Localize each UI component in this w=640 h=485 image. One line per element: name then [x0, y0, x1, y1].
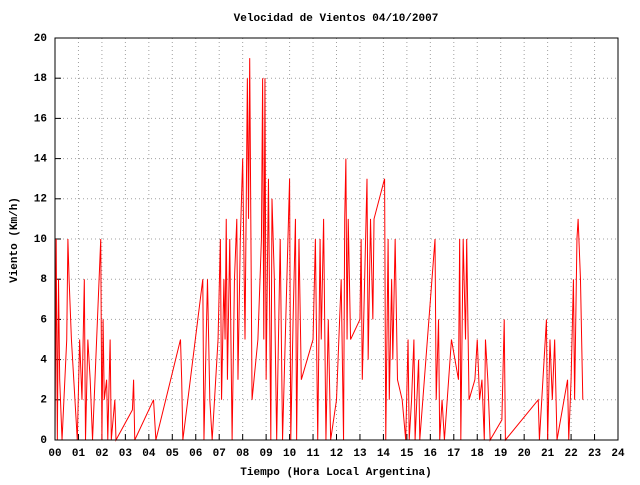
- y-tick-label: 12: [34, 194, 47, 206]
- x-tick-label: 18: [471, 448, 485, 460]
- y-tick-label: 6: [40, 314, 47, 326]
- y-axis-label: Viento (Km/h): [9, 197, 21, 283]
- x-tick-label: 00: [48, 448, 61, 460]
- plot-border: [54, 37, 619, 441]
- x-tick-label: 22: [564, 448, 577, 460]
- x-tick-label: 13: [353, 448, 367, 460]
- y-tick-label: 14: [34, 154, 48, 166]
- x-tick-label: 16: [424, 448, 437, 460]
- x-tick-label: 14: [377, 448, 391, 460]
- x-tick-label: 04: [142, 448, 156, 460]
- chart-title: Velocidad de Vientos 04/10/2007: [234, 13, 439, 25]
- x-tick-label: 03: [119, 448, 133, 460]
- x-tick-label: 19: [494, 448, 507, 460]
- y-tick-label: 8: [40, 274, 47, 286]
- x-tick-label: 08: [236, 448, 250, 460]
- x-tick-label: 06: [189, 448, 202, 460]
- x-tick-label: 05: [166, 448, 180, 460]
- x-tick-label: 21: [541, 448, 555, 460]
- y-tick-label: 4: [40, 355, 47, 367]
- x-tick-label: 01: [72, 448, 86, 460]
- y-tick-label: 18: [34, 73, 48, 85]
- data-line: [54, 58, 584, 442]
- x-tick-label: 24: [611, 448, 625, 460]
- y-tick-label: 20: [34, 33, 47, 45]
- x-tick-label: 20: [518, 448, 531, 460]
- x-tick-label: 07: [213, 448, 226, 460]
- y-tick-label: 16: [34, 113, 47, 125]
- x-tick-label: 12: [330, 448, 343, 460]
- x-tick-label: 10: [283, 448, 296, 460]
- y-tick-label: 10: [34, 234, 47, 246]
- x-tick-label: 23: [588, 448, 602, 460]
- x-tick-label: 15: [400, 448, 414, 460]
- x-tick-label: 11: [306, 448, 320, 460]
- x-tick-label: 09: [260, 448, 273, 460]
- x-tick-label: 17: [447, 448, 460, 460]
- x-axis-label: Tiempo (Hora Local Argentina): [240, 467, 431, 479]
- y-tick-label: 2: [40, 395, 47, 407]
- y-tick-label: 0: [40, 435, 47, 447]
- x-tick-label: 02: [95, 448, 108, 460]
